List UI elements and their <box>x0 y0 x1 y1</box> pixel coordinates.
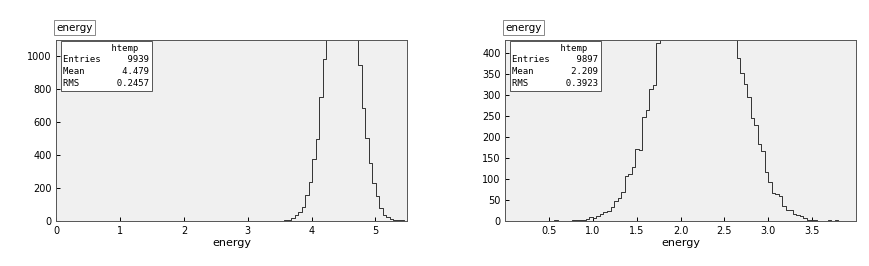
Text: htemp
Entries     9939
Mean       4.479
RMS       0.2457: htemp Entries 9939 Mean 4.479 RMS 0.2457 <box>63 44 149 88</box>
Text: htemp
Entries     9897
Mean       2.209
RMS       0.3923: htemp Entries 9897 Mean 2.209 RMS 0.3923 <box>513 44 599 88</box>
X-axis label: energy: energy <box>661 238 700 248</box>
Text: energy: energy <box>56 23 93 33</box>
Text: energy: energy <box>505 23 541 33</box>
X-axis label: energy: energy <box>212 238 251 248</box>
